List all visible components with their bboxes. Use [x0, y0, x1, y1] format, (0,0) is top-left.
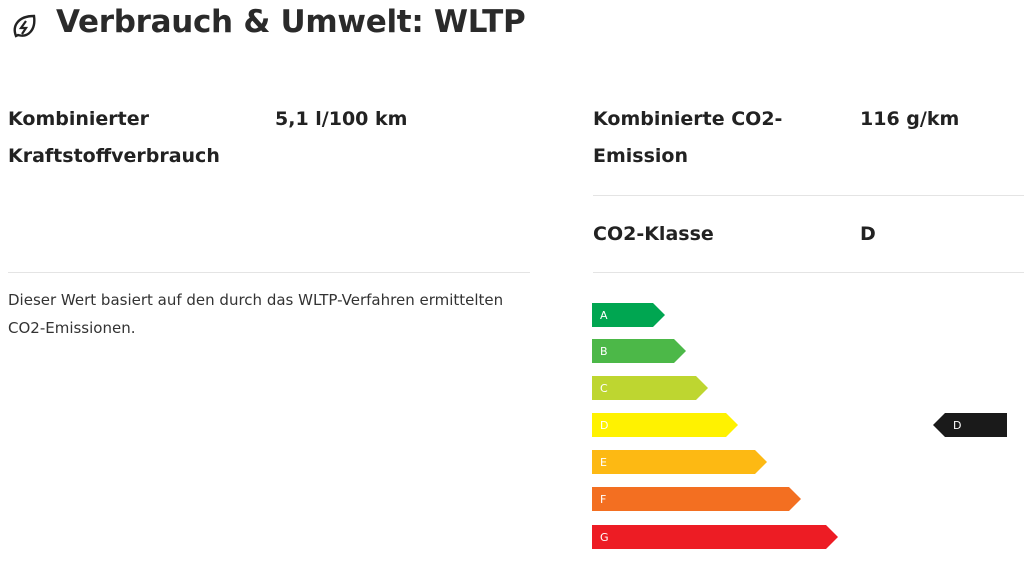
divider — [8, 272, 530, 273]
emission-label: Kombinierte CO2-Emission — [593, 108, 783, 167]
class-bar — [592, 450, 767, 474]
class-letter: B — [600, 345, 608, 358]
class-bar — [592, 303, 665, 327]
emission-value: 116 g/km — [860, 108, 960, 130]
class-letter: G — [600, 531, 609, 544]
class-letter: A — [600, 309, 608, 322]
note: Dieser Wert basiert auf den durch das WL… — [8, 291, 504, 337]
class-bar — [592, 339, 686, 363]
indicator-letter: D — [953, 419, 961, 432]
class-value: D — [860, 223, 876, 245]
class-bar — [592, 376, 708, 400]
class-letter: C — [600, 382, 608, 395]
leaf-icon — [13, 14, 36, 38]
consumption-label: Kombinierter Kraftstoffverbrauch — [8, 108, 220, 167]
consumption-value: 5,1 l/100 km — [275, 108, 408, 130]
class-bar — [592, 487, 801, 511]
class-letter: F — [600, 493, 606, 506]
class-letter: E — [600, 456, 607, 469]
class-letter: D — [600, 419, 608, 432]
title: Verbrauch & Umwelt: WLTP — [56, 4, 526, 40]
class-label: CO2-Klasse — [593, 223, 714, 245]
class-indicator — [933, 413, 1007, 437]
class-bar — [592, 413, 738, 437]
class-bar — [592, 525, 838, 549]
divider — [593, 195, 1024, 196]
divider — [593, 272, 1024, 273]
